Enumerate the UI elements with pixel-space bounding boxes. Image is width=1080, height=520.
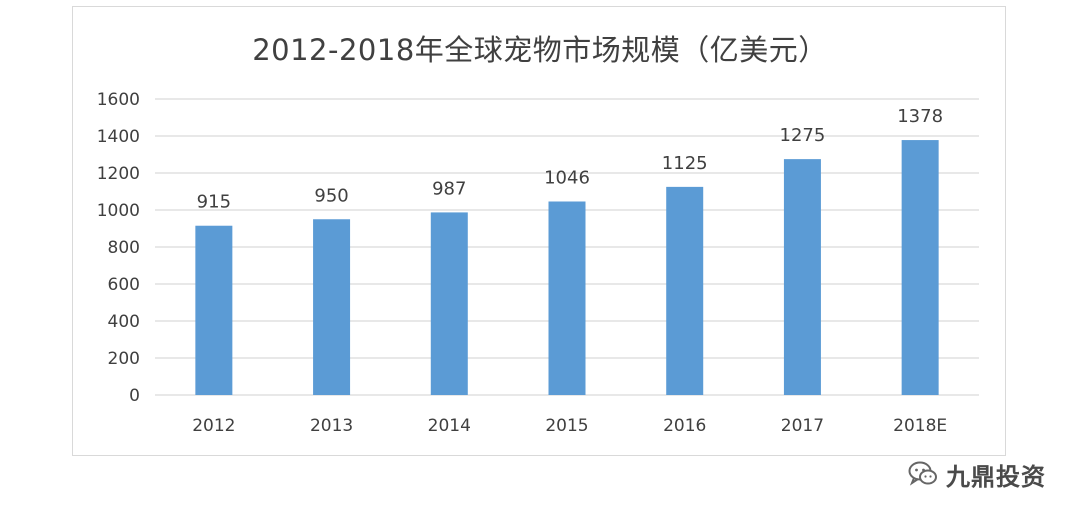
bar — [666, 186, 704, 395]
x-tick-label: 2017 — [781, 416, 824, 436]
watermark: 九鼎投资 — [908, 458, 1046, 491]
y-tick-label: 600 — [108, 275, 140, 295]
x-tick-label: 2015 — [545, 416, 588, 436]
y-tick-label: 400 — [108, 312, 140, 332]
bar-chart: 0 200 400 600 800 1000 1200 1400 1600 915 2012 950 2… — [97, 90, 979, 436]
data-label: 950 — [314, 185, 348, 206]
bar — [901, 140, 939, 395]
data-label: 1378 — [897, 106, 943, 127]
y-tick-label: 200 — [108, 349, 140, 369]
data-label: 1125 — [662, 153, 708, 174]
y-tick-label: 1600 — [97, 90, 140, 110]
y-tick-label: 1400 — [97, 127, 140, 147]
wechat-icon — [908, 461, 938, 487]
y-tick-label: 0 — [129, 386, 140, 406]
x-tick-label: 2013 — [310, 416, 353, 436]
bar — [430, 212, 468, 395]
bar — [783, 159, 821, 395]
bar — [313, 219, 351, 395]
y-tick-label: 800 — [108, 238, 140, 258]
x-tick-label: 2016 — [663, 416, 706, 436]
bar — [195, 225, 233, 395]
data-label: 1046 — [544, 167, 590, 188]
data-label: 987 — [432, 178, 466, 199]
x-tick-label: 2012 — [192, 416, 235, 436]
y-tick-label: 1000 — [97, 201, 140, 221]
y-tick-label: 1200 — [97, 164, 140, 184]
bar — [548, 201, 586, 395]
data-label: 1275 — [780, 125, 826, 146]
chart-frame: 2012-2018年全球宠物市场规模（亿美元） 0 200 400 600 800 100… — [72, 6, 1006, 456]
watermark-text: 九鼎投资 — [946, 462, 1046, 491]
chart-title: 2012-2018年全球宠物市场规模（亿美元） — [252, 33, 828, 67]
x-tick-label: 2018E — [893, 416, 947, 436]
data-label: 915 — [197, 192, 231, 213]
x-tick-label: 2014 — [428, 416, 471, 436]
